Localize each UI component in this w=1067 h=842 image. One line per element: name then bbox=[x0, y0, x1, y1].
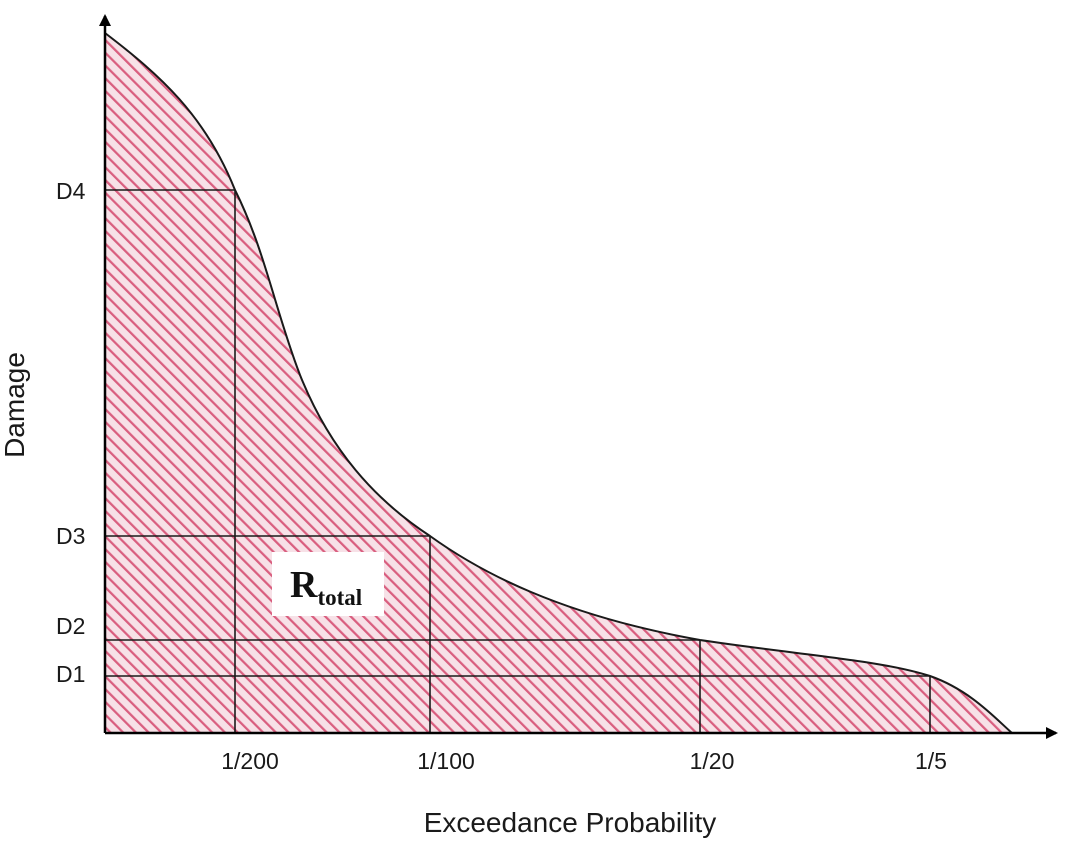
x-tick-1-200: 1/200 bbox=[221, 748, 279, 774]
risk-area-hatch bbox=[105, 33, 1012, 733]
rtotal-label-box bbox=[272, 552, 384, 616]
x-tick-1-5: 1/5 bbox=[915, 748, 947, 774]
y-axis-title: Damage bbox=[0, 352, 30, 458]
x-axis-title: Exceedance Probability bbox=[424, 807, 717, 838]
x-tick-1-20: 1/20 bbox=[690, 748, 735, 774]
y-tick-d4: D4 bbox=[56, 178, 86, 204]
y-tick-d1: D1 bbox=[56, 661, 85, 687]
rtotal-label: Rtotal bbox=[290, 564, 362, 610]
y-tick-d3: D3 bbox=[56, 523, 85, 549]
y-tick-d2: D2 bbox=[56, 613, 85, 639]
x-tick-1-100: 1/100 bbox=[417, 748, 475, 774]
